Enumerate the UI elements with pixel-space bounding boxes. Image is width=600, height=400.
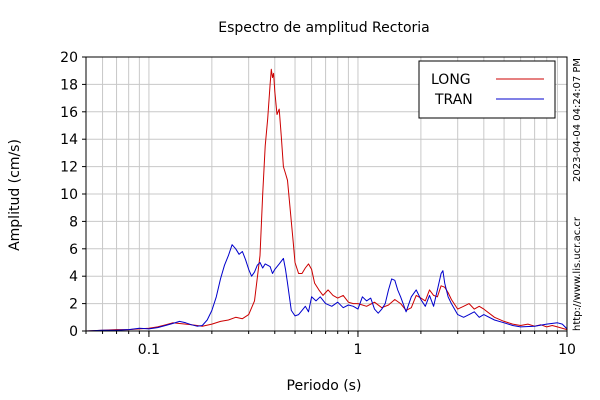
legend-label-long: LONG	[431, 72, 471, 88]
y-tick-label: 12	[60, 160, 78, 176]
y-tick-label: 14	[60, 132, 78, 148]
legend-label-tran: TRAN	[434, 92, 473, 108]
series-line-long	[85, 68, 568, 332]
x-tick-label: 10	[558, 342, 576, 358]
y-tick-label: 2	[69, 297, 78, 313]
ticks: 0 2 4 6 8 10 12 14 16 18 20 0.1 1 10	[60, 50, 576, 358]
y-tick-label: 10	[60, 187, 78, 203]
x-tick-label: 1	[354, 342, 363, 358]
y-tick-label: 16	[60, 105, 78, 121]
y-tick-label: 20	[60, 50, 78, 66]
y-tick-label: 4	[69, 269, 78, 285]
legend: LONG TRAN	[418, 60, 556, 119]
series-line-tran	[85, 244, 568, 332]
x-axis-label: Periodo (s)	[287, 378, 362, 394]
y-tick-label: 0	[69, 324, 78, 340]
source-url-label: http://www.lis.ucr.ac.cr	[572, 216, 583, 331]
y-tick-label: 6	[69, 242, 78, 258]
legend-box	[418, 60, 556, 119]
y-axis-label: Amplitud (cm/s)	[7, 139, 23, 251]
timestamp-label: 2023-04-04 04:24:07 PM	[572, 58, 583, 182]
chart-title: Espectro de amplitud Rectoria	[218, 20, 430, 36]
y-tick-label: 18	[60, 77, 78, 93]
series-layer	[85, 68, 568, 332]
y-tick-label: 8	[69, 214, 78, 230]
x-tick-label: 0.1	[138, 342, 160, 358]
